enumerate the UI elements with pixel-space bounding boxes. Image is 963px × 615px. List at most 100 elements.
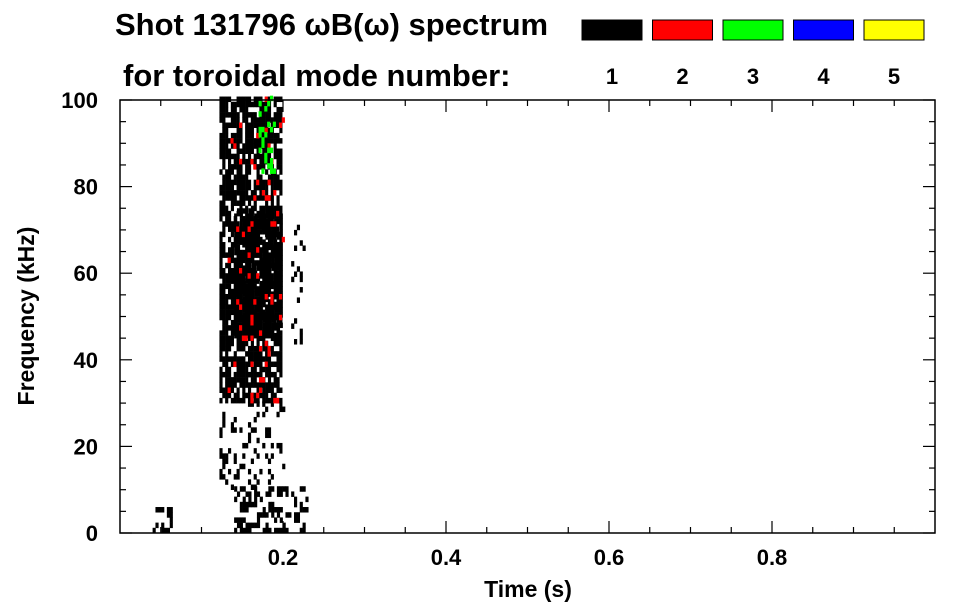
- spectrum-cells: [152, 95, 309, 534]
- spectrum-cell-mode-1: [279, 270, 283, 277]
- spectrum-cell-mode-1: [270, 401, 274, 407]
- spectrum-cell-mode-1: [279, 153, 283, 160]
- spectrum-cell-mode-1: [276, 366, 280, 373]
- spectrum-cell-mode-1: [225, 190, 229, 196]
- spectrum-cell-mode-1: [251, 244, 255, 251]
- spectrum-cell-mode-1: [245, 442, 249, 449]
- spectrum-cell-mode-1: [236, 179, 240, 186]
- spectrum-cell-mode-1: [276, 286, 281, 292]
- spectrum-cell-mode-1: [227, 112, 232, 118]
- spectrum-cell-mode-2: [247, 252, 251, 258]
- spectrum-cell-mode-1: [273, 117, 277, 123]
- spectrum-cell-mode-1: [259, 143, 263, 149]
- spectrum-cell-mode-1: [227, 309, 232, 316]
- spectrum-cell-mode-1: [248, 522, 252, 529]
- spectrum-cell-mode-1: [294, 496, 298, 503]
- spectrum-cell-mode-1: [222, 138, 226, 144]
- spectrum-cell-mode-1: [222, 356, 226, 362]
- spectrum-cell-mode-1: [233, 382, 237, 388]
- spectrum-cell-mode-1: [279, 265, 283, 271]
- spectrum-cell-mode-1: [239, 179, 243, 186]
- spectrum-cell-mode-1: [276, 356, 280, 362]
- legend-label-mode-2: 2: [676, 64, 688, 89]
- spectrum-cell-mode-1: [230, 288, 234, 295]
- spectrum-cell-mode-1: [296, 512, 301, 518]
- spectrum-cell-mode-1: [222, 221, 226, 227]
- spectrum-cell-mode-1: [245, 301, 249, 308]
- spectrum-cell-mode-2: [261, 190, 265, 196]
- spectrum-cell-mode-1: [265, 179, 269, 186]
- spectrum-cell-mode-1: [222, 340, 226, 347]
- spectrum-cell-mode-1: [250, 117, 254, 123]
- spectrum-cell-mode-1: [265, 356, 269, 362]
- spectrum-cell-mode-1: [253, 122, 257, 129]
- spectrum-cell-mode-1: [161, 507, 165, 513]
- legend-label-mode-4: 4: [817, 64, 830, 89]
- spectrum-cell-mode-1: [262, 301, 266, 308]
- spectrum-cell-mode-1: [250, 138, 254, 144]
- spectrum-cell-mode-1: [239, 249, 243, 256]
- spectrum-cell-mode-1: [256, 479, 260, 485]
- spectrum-cell-mode-1: [265, 218, 269, 225]
- spectrum-cell-mode-1: [219, 106, 223, 113]
- spectrum-cell-mode-1: [219, 262, 223, 269]
- spectrum-cell-mode-1: [279, 213, 283, 219]
- spectrum-cell-mode-1: [265, 453, 269, 459]
- spectrum-cell-mode-1: [239, 239, 243, 245]
- spectrum-cell-mode-1: [256, 522, 261, 529]
- spectrum-cell-mode-1: [225, 112, 229, 118]
- spectrum-cell-mode-1: [268, 280, 272, 287]
- spectrum-cell-mode-1: [219, 247, 223, 253]
- spectrum-cell-mode-1: [276, 260, 281, 266]
- spectrum-cell-mode-1: [262, 239, 266, 245]
- spectrum-cell-mode-1: [270, 382, 274, 388]
- spectrum-cell-mode-1: [248, 280, 252, 287]
- spectrum-cell-mode-1: [225, 356, 229, 362]
- spectrum-cell-mode-1: [219, 330, 223, 336]
- spectrum-cell-mode-1: [239, 286, 243, 292]
- spectrum-cell-mode-1: [225, 138, 229, 144]
- spectrum-cell-mode-1: [225, 345, 229, 352]
- spectrum-cell-mode-1: [253, 377, 257, 383]
- spectrum-cell-mode-1: [239, 255, 243, 261]
- spectrum-cell-mode-1: [250, 340, 254, 347]
- spectrum-cell-mode-1: [239, 522, 243, 529]
- spectrum-cell-mode-1: [247, 382, 252, 388]
- spectrum-cell-mode-1: [242, 486, 246, 492]
- spectrum-cell-mode-1: [254, 306, 258, 313]
- spectrum-cell-mode-1: [230, 231, 234, 238]
- spectrum-cell-mode-1: [169, 522, 173, 529]
- spectrum-cell-mode-1: [262, 442, 266, 449]
- spectrum-cell-mode-1: [233, 138, 237, 144]
- spectrum-cell-mode-1: [270, 351, 274, 357]
- spectrum-cell-mode-1: [239, 361, 243, 368]
- spectrum-cell-mode-1: [227, 356, 232, 362]
- spectrum-cell-mode-3: [264, 132, 268, 138]
- spectrum-cell-mode-1: [219, 448, 223, 454]
- spectrum-cell-mode-1: [166, 527, 171, 534]
- spectrum-cell-mode-1: [276, 527, 281, 534]
- spectrum-cell-mode-1: [270, 474, 274, 480]
- spectrum-cell-mode-1: [236, 265, 241, 271]
- spectrum-cell-mode-1: [239, 340, 243, 347]
- spectrum-cell-mode-1: [234, 218, 238, 225]
- spectrum-cell-mode-1: [256, 361, 260, 368]
- spectrum-cell-mode-1: [251, 296, 255, 303]
- spectrum-cell-mode-1: [267, 356, 272, 362]
- spectrum-cell-mode-1: [279, 491, 283, 497]
- spectrum-cell-mode-1: [259, 270, 263, 277]
- spectrum-cell-mode-1: [274, 517, 278, 523]
- spectrum-cell-mode-1: [279, 184, 283, 191]
- spectrum-cell-mode-1: [227, 210, 232, 217]
- spectrum-cell-mode-1: [227, 345, 232, 352]
- spectrum-cell-mode-1: [259, 184, 263, 191]
- spectrum-cell-mode-1: [279, 205, 283, 212]
- spectrum-cell-mode-1: [230, 304, 234, 310]
- spectrum-cell-mode-1: [225, 335, 229, 342]
- spectrum-cell-mode-1: [270, 195, 274, 201]
- spectrum-cell-mode-1: [254, 291, 258, 297]
- spectrum-cell-mode-1: [230, 122, 234, 129]
- spectrum-cell-mode-1: [279, 148, 283, 154]
- spectrum-cell-mode-1: [245, 143, 249, 149]
- spectrum-cell-mode-1: [279, 112, 283, 118]
